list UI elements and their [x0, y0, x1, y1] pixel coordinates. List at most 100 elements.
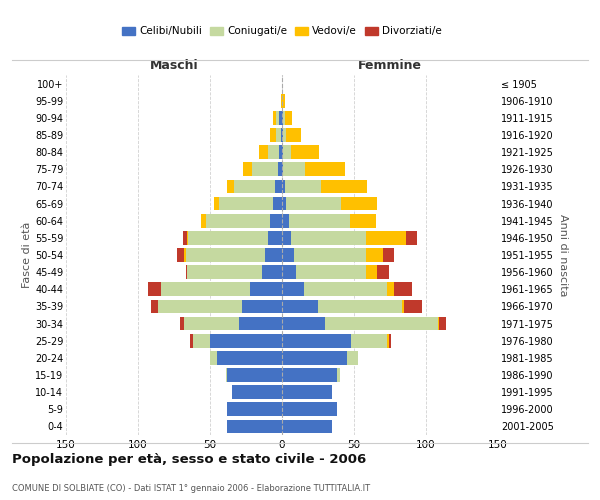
Bar: [210, 334, 282, 347]
Bar: [282, 146, 283, 159]
Bar: [282, 300, 318, 314]
Bar: [318, 300, 401, 314]
Bar: [282, 162, 283, 176]
Bar: [177, 248, 184, 262]
Text: Femmine: Femmine: [358, 58, 422, 71]
Bar: [268, 231, 282, 244]
Bar: [286, 196, 341, 210]
Bar: [262, 266, 282, 279]
Bar: [268, 146, 279, 159]
Legend: Celibi/Nubili, Coniugati/e, Vedovi/e, Divorziati/e: Celibi/Nubili, Coniugati/e, Vedovi/e, Di…: [121, 24, 443, 38]
Text: Popolazione per età, sesso e stato civile - 2006: Popolazione per età, sesso e stato civil…: [12, 452, 366, 466]
Bar: [274, 196, 282, 210]
Bar: [193, 334, 210, 347]
Bar: [282, 180, 285, 194]
Bar: [406, 231, 418, 244]
Y-axis label: Anni di nascita: Anni di nascita: [557, 214, 568, 296]
Bar: [276, 128, 281, 142]
Bar: [321, 180, 367, 194]
Bar: [184, 316, 239, 330]
Bar: [226, 368, 227, 382]
Bar: [265, 248, 282, 262]
Text: COMUNE DI SOLBIATE (CO) - Dati ISTAT 1° gennaio 2006 - Elaborazione TUTTITALIA.I: COMUNE DI SOLBIATE (CO) - Dati ISTAT 1° …: [12, 484, 370, 493]
Bar: [279, 111, 282, 124]
Bar: [279, 146, 282, 159]
Bar: [274, 111, 276, 124]
Bar: [283, 146, 290, 159]
Bar: [276, 111, 279, 124]
Bar: [341, 196, 377, 210]
Bar: [282, 316, 325, 330]
Bar: [151, 300, 158, 314]
Bar: [282, 282, 304, 296]
Bar: [282, 214, 289, 228]
Bar: [282, 94, 285, 108]
Y-axis label: Fasce di età: Fasce di età: [22, 222, 32, 288]
Bar: [227, 420, 282, 434]
Bar: [281, 128, 282, 142]
Bar: [285, 180, 321, 194]
Bar: [271, 214, 282, 228]
Bar: [158, 300, 242, 314]
Bar: [283, 162, 305, 176]
Bar: [235, 180, 275, 194]
Bar: [387, 282, 394, 296]
Bar: [187, 231, 188, 244]
Bar: [387, 334, 389, 347]
Bar: [259, 146, 268, 159]
Bar: [282, 111, 283, 124]
Bar: [394, 282, 412, 296]
Text: Maschi: Maschi: [149, 58, 199, 71]
Bar: [227, 368, 282, 382]
Bar: [184, 248, 185, 262]
Bar: [401, 300, 404, 314]
Bar: [180, 316, 184, 330]
Bar: [282, 196, 286, 210]
Bar: [282, 334, 351, 347]
Bar: [389, 334, 391, 347]
Bar: [252, 162, 278, 176]
Bar: [202, 214, 206, 228]
Bar: [305, 162, 346, 176]
Bar: [286, 128, 301, 142]
Bar: [161, 282, 250, 296]
Bar: [439, 316, 446, 330]
Bar: [206, 214, 271, 228]
Bar: [232, 386, 282, 399]
Bar: [283, 128, 286, 142]
Bar: [239, 316, 282, 330]
Bar: [289, 214, 350, 228]
Bar: [227, 180, 235, 194]
Bar: [190, 334, 193, 347]
Bar: [210, 351, 217, 364]
Bar: [337, 368, 340, 382]
Bar: [437, 316, 439, 330]
Bar: [218, 196, 274, 210]
Bar: [282, 231, 290, 244]
Bar: [282, 351, 347, 364]
Bar: [243, 162, 252, 176]
Bar: [404, 300, 422, 314]
Bar: [285, 111, 292, 124]
Bar: [275, 180, 282, 194]
Bar: [383, 248, 394, 262]
Bar: [242, 300, 282, 314]
Bar: [350, 214, 376, 228]
Bar: [148, 282, 161, 296]
Bar: [217, 351, 282, 364]
Bar: [347, 351, 358, 364]
Bar: [282, 402, 337, 416]
Bar: [182, 231, 187, 244]
Bar: [365, 266, 377, 279]
Bar: [293, 248, 365, 262]
Bar: [290, 146, 319, 159]
Bar: [282, 128, 283, 142]
Bar: [290, 231, 365, 244]
Bar: [250, 282, 282, 296]
Bar: [278, 162, 282, 176]
Bar: [281, 94, 282, 108]
Bar: [365, 248, 383, 262]
Bar: [282, 420, 332, 434]
Bar: [185, 248, 265, 262]
Bar: [296, 266, 365, 279]
